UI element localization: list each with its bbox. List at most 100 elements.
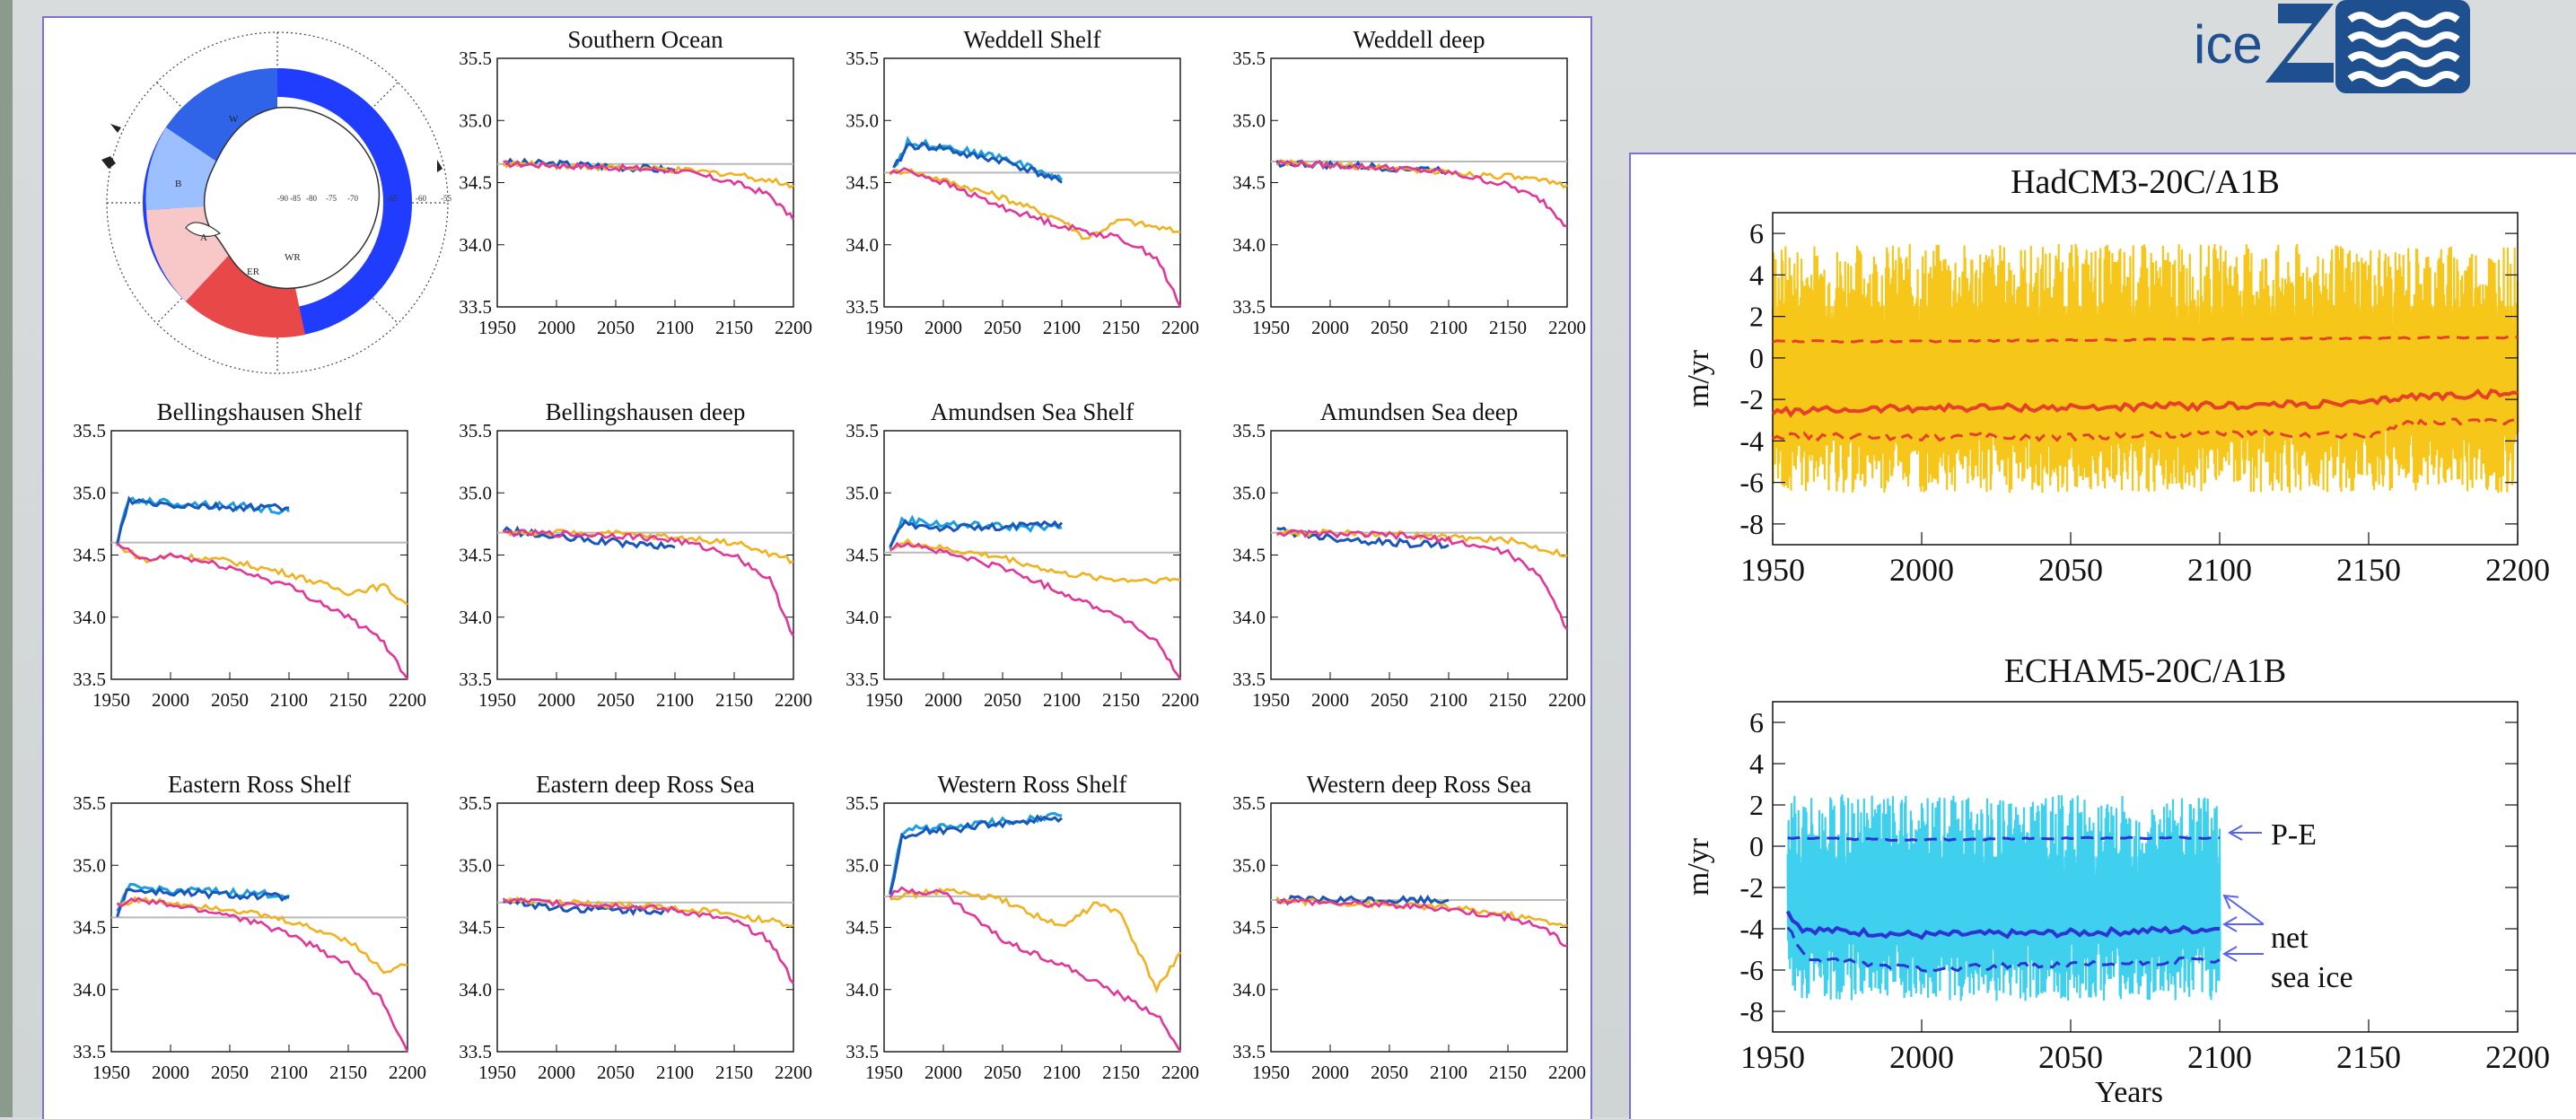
series-line-scenario_a (889, 887, 1182, 994)
series-line-historical_obs (116, 887, 290, 918)
x-tick-label: 2150 (2336, 1039, 2401, 1075)
y-tick-label: 35.0 (459, 109, 492, 131)
x-tick-label: 2000 (152, 1062, 189, 1083)
salinity-chart: Eastern deep Ross Sea 35.5 35.0 34.5 34.0 33.… (459, 771, 812, 1083)
x-tick-label: 2100 (1043, 317, 1081, 338)
x-tick-label: 2100 (1043, 689, 1081, 711)
map-label-wr: WR (285, 252, 301, 263)
x-tick-label: 2000 (1889, 552, 1954, 588)
y-tick-label: 34.0 (846, 607, 879, 628)
x-tick-label: 2000 (924, 689, 962, 711)
annotation-pe: P-E (2271, 818, 2317, 852)
flux-chart: HadCM3-20C/A1B 6 4 2 0 -2 -4 -6 -8 1950 2000 2050 21… (1682, 163, 2550, 588)
y-tick-label: 35.5 (1232, 420, 1266, 441)
y-tick-label: 34.0 (1232, 234, 1266, 256)
chart-title: ECHAM5-20C/A1B (2004, 652, 2287, 690)
y-tick-label: 34.0 (846, 234, 879, 256)
y-tick-label: 34.0 (459, 979, 492, 1001)
x-tick-label: 2000 (1889, 1039, 1954, 1075)
series-line-historical_model (116, 882, 291, 913)
y-tick-label: 33.5 (1232, 296, 1266, 318)
y-tick-label: 34.5 (459, 545, 492, 566)
y-tick-label: -2 (1739, 871, 1764, 904)
x-tick-label: 2050 (1371, 1062, 1408, 1083)
x-tick-label: 1950 (1252, 1062, 1290, 1083)
series-line-sea_ice (1772, 417, 2519, 442)
chart-title: Eastern deep Ross Sea (536, 771, 755, 798)
x-tick-label: 2100 (656, 1062, 694, 1083)
x-tick-label: 2150 (1489, 689, 1527, 711)
x-tick-label: 2200 (2485, 1039, 2550, 1075)
chart-title: Eastern Ross Shelf (168, 771, 351, 798)
series-line-scenario_b (889, 541, 1182, 680)
y-tick-label: 35.5 (73, 420, 106, 441)
x-tick-label: 2150 (1102, 1062, 1140, 1083)
y-tick-label: 35.5 (459, 420, 492, 441)
x-tick-label: 2000 (924, 317, 962, 338)
y-tick-label: 35.0 (73, 854, 106, 876)
x-tick-label: 1950 (1252, 317, 1290, 338)
y-tick-label: 2 (1749, 789, 1764, 821)
x-tick-label: 2150 (715, 689, 753, 711)
y-tick-label: 35.0 (846, 109, 879, 131)
x-tick-label: 2200 (389, 689, 426, 711)
y-tick-label: 35.0 (1232, 109, 1266, 131)
x-tick-label: 2150 (1102, 689, 1140, 711)
y-axis-label: m/yr (1682, 349, 1715, 407)
logo-text: ice (2194, 14, 2263, 74)
x-tick-label: 2000 (1311, 689, 1349, 711)
net-arrow-head (2222, 894, 2239, 910)
series-line-scenario_b (116, 896, 409, 1053)
net-arrow-2-head (2221, 916, 2238, 932)
series-line-scenario_b (503, 160, 795, 221)
x-tick-label: 2050 (1371, 689, 1408, 711)
x-tick-label: 2100 (270, 1062, 308, 1083)
series-line-scenario_b (503, 529, 795, 637)
map-lat-label: -60 (416, 194, 426, 203)
x-tick-label: 1950 (1252, 689, 1290, 711)
y-tick-label: 33.5 (846, 669, 879, 690)
x-tick-label: 1950 (865, 317, 903, 338)
x-tick-label: 2100 (656, 317, 694, 338)
map-lat-label: -75 (326, 194, 337, 203)
y-tick-label: 35.0 (1232, 854, 1266, 876)
y-tick-label: 33.5 (846, 296, 879, 318)
y-tick-label: 34.0 (1232, 607, 1266, 628)
salinity-chart: Amundsen Sea Shelf 35.5 35.0 34.5 34.0 33.519… (846, 398, 1199, 711)
y-tick-label: 34.0 (73, 979, 106, 1001)
antarctic-sector-map: W B A ER WR -90 -85 -80 -75 -70 -65 -60 … (101, 31, 451, 374)
y-tick-label: 34.0 (1232, 979, 1266, 1001)
y-tick-label: 33.5 (73, 669, 106, 690)
x-tick-label: 2200 (775, 317, 812, 338)
y-tick-label: 35.5 (459, 792, 492, 814)
y-tick-label: 34.0 (459, 607, 492, 628)
x-tick-label: 2050 (1371, 317, 1408, 338)
y-tick-label: 35.5 (846, 792, 879, 814)
series-line-scenario_a (889, 538, 1181, 585)
series-line-scenario_b (1276, 897, 1568, 948)
y-tick-label: 34.0 (459, 234, 492, 256)
pe-arrow-head (2227, 825, 2243, 841)
x-tick-label: 2050 (984, 317, 1021, 338)
x-tick-label: 2200 (1548, 317, 1586, 338)
x-tick-label: 2100 (1430, 1062, 1468, 1083)
y-axis-label: m/yr (1682, 837, 1715, 896)
chart-title: Amundsen Sea deep (1320, 398, 1518, 425)
y-tick-label: 35.5 (1232, 792, 1266, 814)
x-tick-label: 2200 (2485, 552, 2550, 588)
series-line-pe (1787, 835, 2221, 843)
y-tick-label: 35.0 (1232, 482, 1266, 503)
x-tick-label: 2150 (1489, 317, 1527, 338)
y-tick-label: 33.5 (1232, 669, 1266, 690)
y-tick-label: 0 (1749, 342, 1764, 374)
y-tick-label: 4 (1749, 258, 1764, 291)
plot-frame (1772, 701, 2519, 1033)
map-lat-label: -80 (306, 194, 317, 203)
y-tick-label: 34.5 (73, 545, 106, 566)
x-tick-label: 2000 (538, 317, 575, 338)
x-tick-label: 2100 (270, 689, 308, 711)
x-tick-label: 2100 (2187, 552, 2252, 588)
